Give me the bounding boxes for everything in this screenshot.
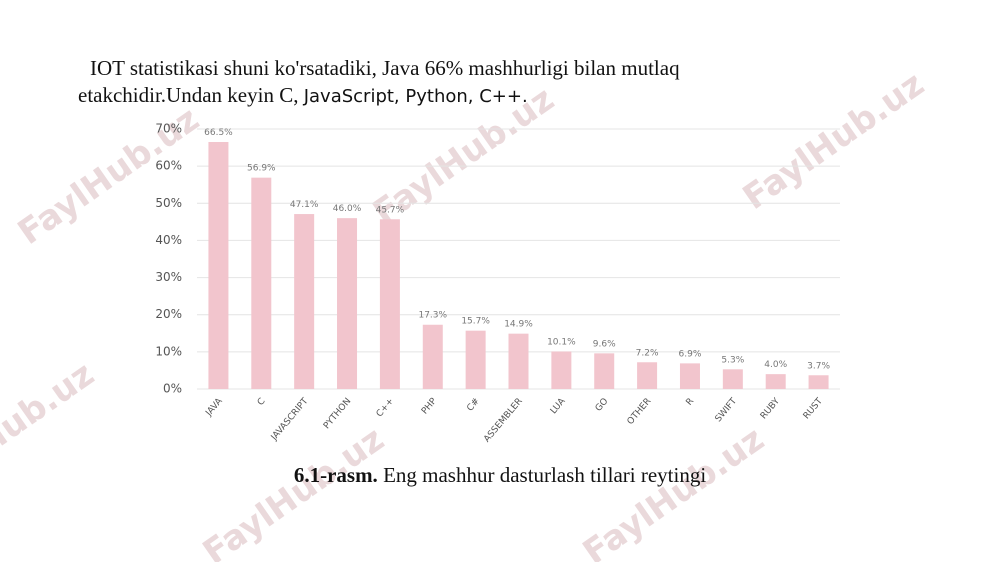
bar: [422, 324, 443, 389]
value-label: 4.0%: [764, 360, 787, 370]
bar: [208, 142, 229, 389]
chart: 0% 10% 20% 30% 40% 50% 60% 70% 66.5% JAVA 56.9% C 47…: [155, 122, 840, 445]
x-tick-label: C#: [465, 397, 482, 414]
paragraph-line: etakchidir.Undan keyin C, JavaScript, Py…: [78, 83, 528, 107]
x-tick-label: PHP: [420, 396, 439, 416]
value-label: 45.7%: [376, 205, 405, 215]
x-tick-label: PYTHON: [322, 397, 353, 432]
value-label: 5.3%: [721, 355, 744, 365]
bar: [508, 333, 529, 389]
bar: [808, 375, 829, 389]
x-tick-label: RUST: [802, 396, 825, 421]
bar: [765, 374, 786, 389]
x-tick-label: RUBY: [759, 396, 782, 421]
x-tick-label: C++: [375, 397, 396, 420]
x-tick-label: JAVASCRIPT: [269, 396, 311, 443]
y-tick-label: 70%: [155, 122, 182, 136]
value-label: 14.9%: [504, 320, 533, 330]
caption: 6.1-rasm. Eng mashhur dasturlash tillari…: [294, 463, 707, 487]
value-label: 47.1%: [290, 200, 319, 210]
bar: [679, 363, 700, 389]
value-label: 7.2%: [636, 348, 659, 358]
caption-label: 6.1-rasm.: [294, 463, 378, 487]
bar: [294, 214, 315, 389]
bar: [251, 177, 272, 389]
bar: [551, 351, 572, 389]
value-label: 10.1%: [547, 337, 576, 347]
value-label: 6.9%: [679, 349, 702, 359]
x-tick-label: LUA: [549, 396, 568, 416]
watermark: FaylHub.uz: [196, 419, 392, 562]
value-label: 56.9%: [247, 164, 276, 174]
value-label: 17.3%: [418, 311, 447, 321]
y-tick-label: 40%: [155, 233, 182, 247]
value-label: 3.7%: [807, 361, 830, 371]
value-label: 66.5%: [204, 128, 233, 138]
x-tick-label: JAVA: [204, 396, 226, 419]
x-tick-label: GO: [594, 397, 611, 414]
x-tick-label: OTHER: [626, 397, 654, 427]
bar: [337, 218, 358, 389]
y-tick-label: 60%: [155, 159, 182, 173]
bar: [379, 219, 400, 389]
watermarks: FaylHub.uz FaylHub.uz FaylHub.uz FaylHub.uz…: [0, 64, 932, 562]
x-tick-label: C: [256, 397, 268, 408]
watermark: FaylHub.uz: [576, 419, 772, 562]
bar: [594, 353, 615, 389]
value-label: 15.7%: [461, 317, 490, 327]
value-label: 46.0%: [333, 204, 362, 214]
text-run: etakchidir.Undan keyin C,: [78, 83, 304, 107]
bar: [637, 362, 658, 389]
y-tick-label: 0%: [163, 382, 182, 396]
x-tick-label: ASSEMBLER: [482, 397, 524, 445]
y-tick-label: 10%: [155, 344, 182, 358]
bar: [722, 369, 743, 389]
paragraph-line: IOT statistikasi shuni ko'rsatadiki, Jav…: [90, 56, 680, 80]
caption-text: Eng mashhur dasturlash tillari reytingi: [378, 463, 707, 487]
x-tick-label: SWIFT: [714, 396, 740, 424]
y-tick-label: 30%: [155, 270, 182, 284]
bar: [465, 330, 486, 389]
watermark: FaylHub.uz: [0, 354, 102, 508]
watermark: FaylHub.uz: [736, 64, 932, 218]
value-label: 9.6%: [593, 339, 616, 349]
y-tick-label: 20%: [155, 307, 182, 321]
text-run: JavaScript, Python, C++.: [303, 86, 528, 107]
y-tick-label: 50%: [155, 196, 182, 210]
x-tick-label: R: [685, 397, 697, 408]
